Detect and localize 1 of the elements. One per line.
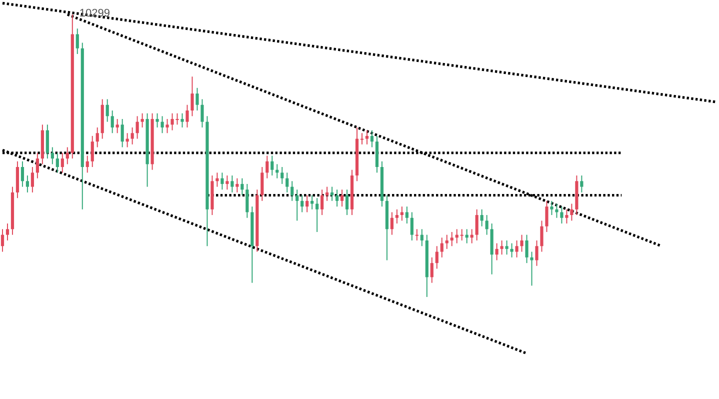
annotation: 10299 [79, 7, 110, 20]
